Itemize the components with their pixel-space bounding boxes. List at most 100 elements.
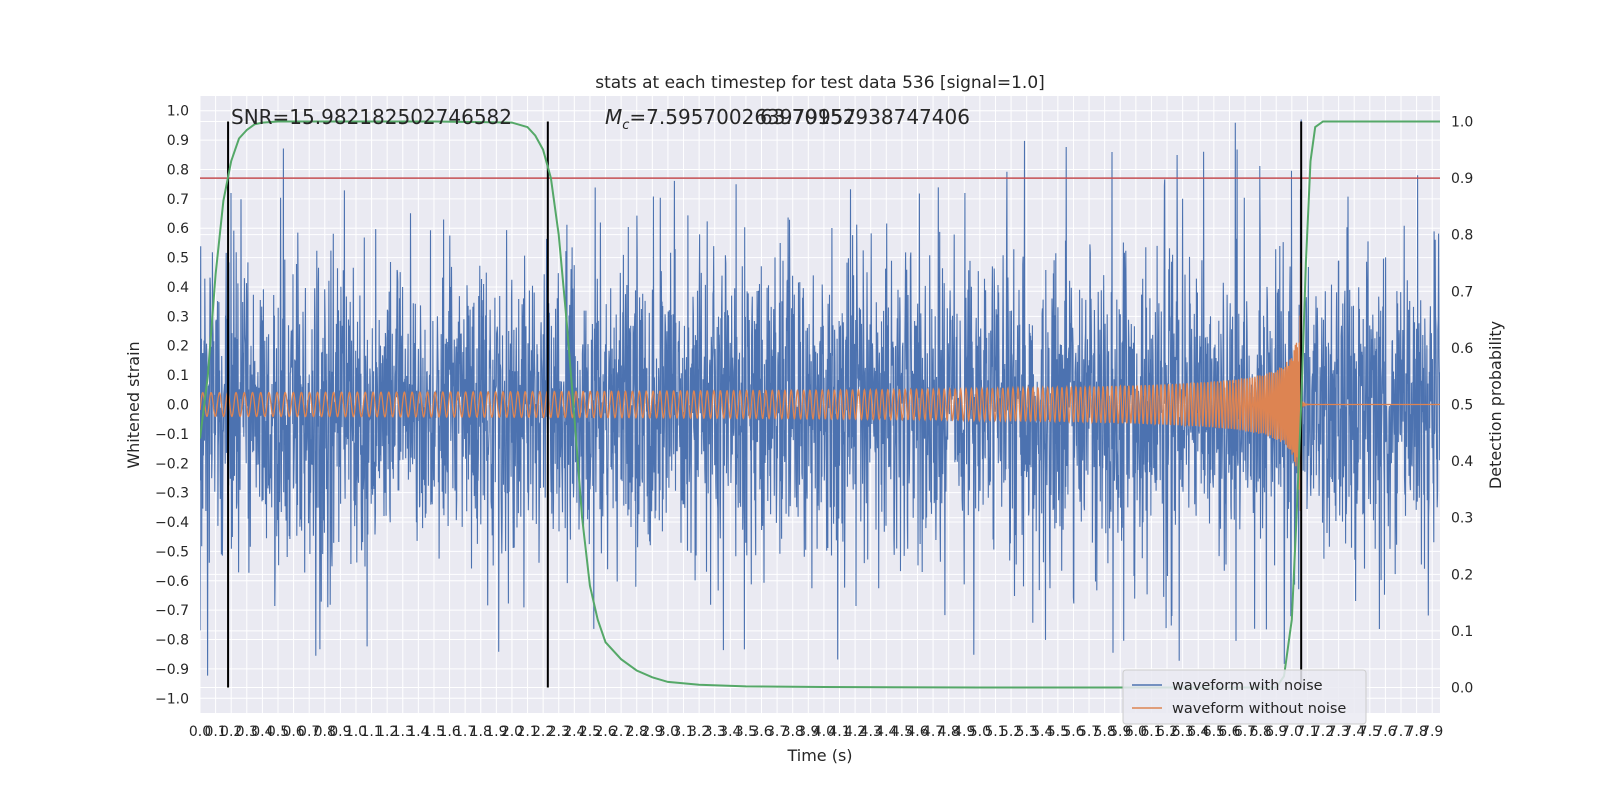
snr-annotation: SNR=15.982182502746582	[231, 105, 512, 129]
y-tick-label: 0.6	[167, 221, 189, 237]
y-tick-label: −0.2	[155, 456, 189, 472]
y-tick-labels: 1.0 0.9 0.8 0.7 0.6 0.5 0.4 0.3 0.2 0.1 0.0 −0.1 −0.…	[155, 104, 189, 708]
x-tick-label: 4.5	[891, 724, 913, 740]
x-tick-label: 0.7	[298, 724, 320, 740]
x-tick-label: 6.1	[1140, 724, 1162, 740]
x-tick-label: 3.0	[657, 724, 679, 740]
y-tick-label: −0.8	[155, 633, 189, 649]
x-tick-label: 7.2	[1312, 724, 1334, 740]
detection-probability-line	[200, 120, 1440, 689]
y-tick-label: 0.9	[167, 133, 189, 149]
x-tick-label: 2.2	[532, 724, 554, 740]
x-tick-label: 3.3	[704, 724, 726, 740]
y2-tick-label: 0.8	[1451, 228, 1473, 244]
chirp-mass-value: =7.595700263979957	[629, 105, 856, 129]
x-tick-label: 1.3	[392, 724, 414, 740]
x-tick-labels: 0.00.10.20.30.40.50.60.70.80.91.01.11.21…	[189, 724, 1443, 740]
x-tick-label: 2.8	[626, 724, 648, 740]
x-axis-label: Time (s)	[786, 746, 852, 765]
x-tick-label: 4.3	[860, 724, 882, 740]
x-tick-label: 2.4	[563, 724, 585, 740]
y2-tick-label: 0.2	[1451, 567, 1473, 583]
x-tick-label: 5.5	[1047, 724, 1069, 740]
x-tick-label: 7.8	[1405, 724, 1427, 740]
x-tick-label: 1.4	[407, 724, 429, 740]
waveform-without-noise-line	[200, 262, 1440, 511]
x-tick-label: 5.3	[1016, 724, 1038, 740]
x-tick-label: 0.4	[251, 724, 273, 740]
chirp-mass-annotation: Mc=7.595700263979957	[605, 105, 856, 133]
x-tick-label: 7.9	[1421, 724, 1443, 740]
x-tick-label: 6.9	[1265, 724, 1287, 740]
x-tick-label: 0.3	[236, 724, 258, 740]
x-tick-label: 7.7	[1390, 724, 1412, 740]
series-waveform-without-noise	[200, 262, 1440, 511]
x-tick-label: 1.1	[360, 724, 382, 740]
x-tick-label: 5.4	[1031, 724, 1053, 740]
y-tick-label: 0.5	[167, 251, 189, 267]
y-tick-label: −0.5	[155, 544, 189, 560]
overlap-annotation: 63.70152938747406	[760, 105, 970, 129]
x-tick-label: 4.0	[813, 724, 835, 740]
x-tick-label: 6.4	[1187, 724, 1209, 740]
x-tick-label: 0.9	[329, 724, 351, 740]
y-tick-label: −0.7	[155, 603, 189, 619]
x-tick-label: 6.6	[1218, 724, 1240, 740]
y-tick-label: −0.4	[155, 515, 189, 531]
y2-tick-label: 0.6	[1451, 341, 1473, 357]
x-tick-label: 4.9	[953, 724, 975, 740]
x-tick-label: 4.4	[875, 724, 897, 740]
y-tick-label: 0.8	[167, 162, 189, 178]
x-tick-label: 0.1	[204, 724, 226, 740]
y-axis-label: Whitened strain	[124, 341, 143, 468]
x-tick-label: 2.9	[641, 724, 663, 740]
x-tick-label: 7.0	[1281, 724, 1303, 740]
x-tick-label: 2.3	[548, 724, 570, 740]
y2-tick-label: 0.0	[1451, 681, 1473, 697]
x-tick-label: 5.8	[1094, 724, 1116, 740]
x-tick-label: 6.0	[1125, 724, 1147, 740]
chirp-mass-symbol: M	[605, 105, 622, 129]
x-tick-label: 7.4	[1343, 724, 1365, 740]
x-tick-label: 5.0	[969, 724, 991, 740]
chart-title: stats at each timestep for test data 536…	[595, 73, 1045, 93]
y-tick-label: 0.4	[167, 280, 189, 296]
x-tick-label: 2.6	[594, 724, 616, 740]
x-tick-label: 3.1	[672, 724, 694, 740]
x-tick-label: 1.6	[438, 724, 460, 740]
legend-label-noise: waveform with noise	[1172, 678, 1323, 694]
x-tick-label: 1.9	[485, 724, 507, 740]
y-tick-label: 1.0	[167, 104, 189, 120]
x-tick-label: 4.8	[938, 724, 960, 740]
x-tick-label: 7.3	[1327, 724, 1349, 740]
x-tick-label: 4.6	[906, 724, 928, 740]
x-tick-label: 6.7	[1234, 724, 1256, 740]
x-tick-label: 0.5	[267, 724, 289, 740]
y-tick-label: 0.7	[167, 192, 189, 208]
y-tick-label: −0.1	[155, 427, 189, 443]
y2-tick-label: 0.9	[1451, 171, 1473, 187]
x-tick-label: 3.9	[797, 724, 819, 740]
x-tick-label: 5.2	[1000, 724, 1022, 740]
reference-lines	[200, 121, 1440, 688]
y-tick-label: −0.9	[155, 662, 189, 678]
x-tick-label: 6.2	[1156, 724, 1178, 740]
y-tick-label: 0.0	[167, 398, 189, 414]
x-tick-label: 1.7	[454, 724, 476, 740]
x-tick-label: 0.6	[282, 724, 304, 740]
legend-label-clean: waveform without noise	[1172, 701, 1346, 717]
y-tick-label: 0.3	[167, 309, 189, 325]
y-tick-label: −1.0	[155, 691, 189, 707]
x-tick-label: 3.8	[782, 724, 804, 740]
x-tick-label: 2.7	[610, 724, 632, 740]
chirp-mass-subscript: c	[622, 118, 629, 133]
x-tick-label: 0.8	[314, 724, 336, 740]
x-tick-label: 2.5	[579, 724, 601, 740]
x-tick-label: 1.0	[345, 724, 367, 740]
x-tick-label: 4.1	[828, 724, 850, 740]
x-tick-label: 1.2	[376, 724, 398, 740]
x-tick-label: 6.8	[1249, 724, 1271, 740]
x-tick-label: 2.1	[516, 724, 538, 740]
y-tick-label: −0.3	[155, 486, 189, 502]
